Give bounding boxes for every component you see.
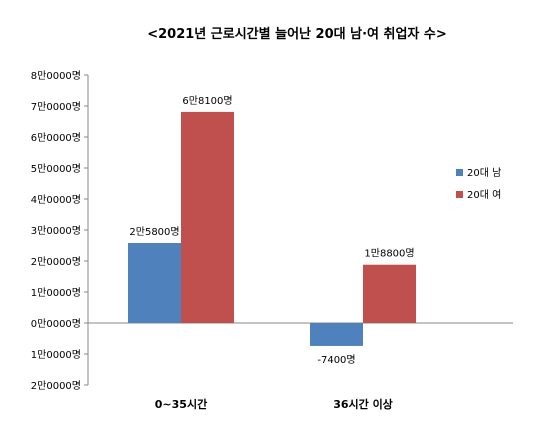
y-tick-label: 7만0000명: [31, 101, 81, 113]
bars: [128, 111, 416, 346]
legend-swatch: [456, 191, 463, 198]
legend-label: 20대 여: [467, 189, 501, 201]
bar: [310, 323, 363, 346]
data-label: 2만5800명: [129, 226, 179, 238]
chart-title: <2021년 근로시간별 늘어난 20대 남·여 취업자 수>: [147, 26, 447, 42]
y-tick-label: 1만0000명: [31, 287, 81, 299]
legend-swatch: [456, 169, 463, 176]
y-tick-label: 1만0000명: [31, 349, 81, 361]
y-tick-label: 5만0000명: [31, 163, 81, 175]
y-tick-label: 0만0000명: [31, 318, 81, 330]
data-label: -7400명: [317, 354, 355, 366]
y-tick-label: 2만0000명: [31, 380, 81, 392]
y-tick-label: 8만0000명: [31, 70, 81, 82]
axes: 8만0000명 7만0000명 6만0000명 5만0000명 4만0000명 3만000…: [31, 70, 513, 411]
bar: [363, 264, 416, 323]
data-label: 1만8800명: [364, 248, 414, 260]
bar: [128, 243, 181, 323]
legend-label: 20대 남: [467, 167, 501, 179]
y-tick-label: 6만0000명: [31, 132, 81, 144]
legend: 20대 남 20대 여: [456, 167, 501, 201]
data-labels: 2만5800명 6만8100명 -7400명 1만8800명: [129, 95, 414, 366]
x-tick-label: 36시간 이상: [333, 397, 393, 411]
data-label: 6만8100명: [182, 95, 232, 107]
y-tick-label: 3만0000명: [31, 225, 81, 237]
y-tick-label: 4만0000명: [31, 194, 81, 206]
y-tick-label: 2만0000명: [31, 256, 81, 268]
x-tick-label: 0~35시간: [155, 397, 207, 411]
bar: [181, 111, 234, 323]
